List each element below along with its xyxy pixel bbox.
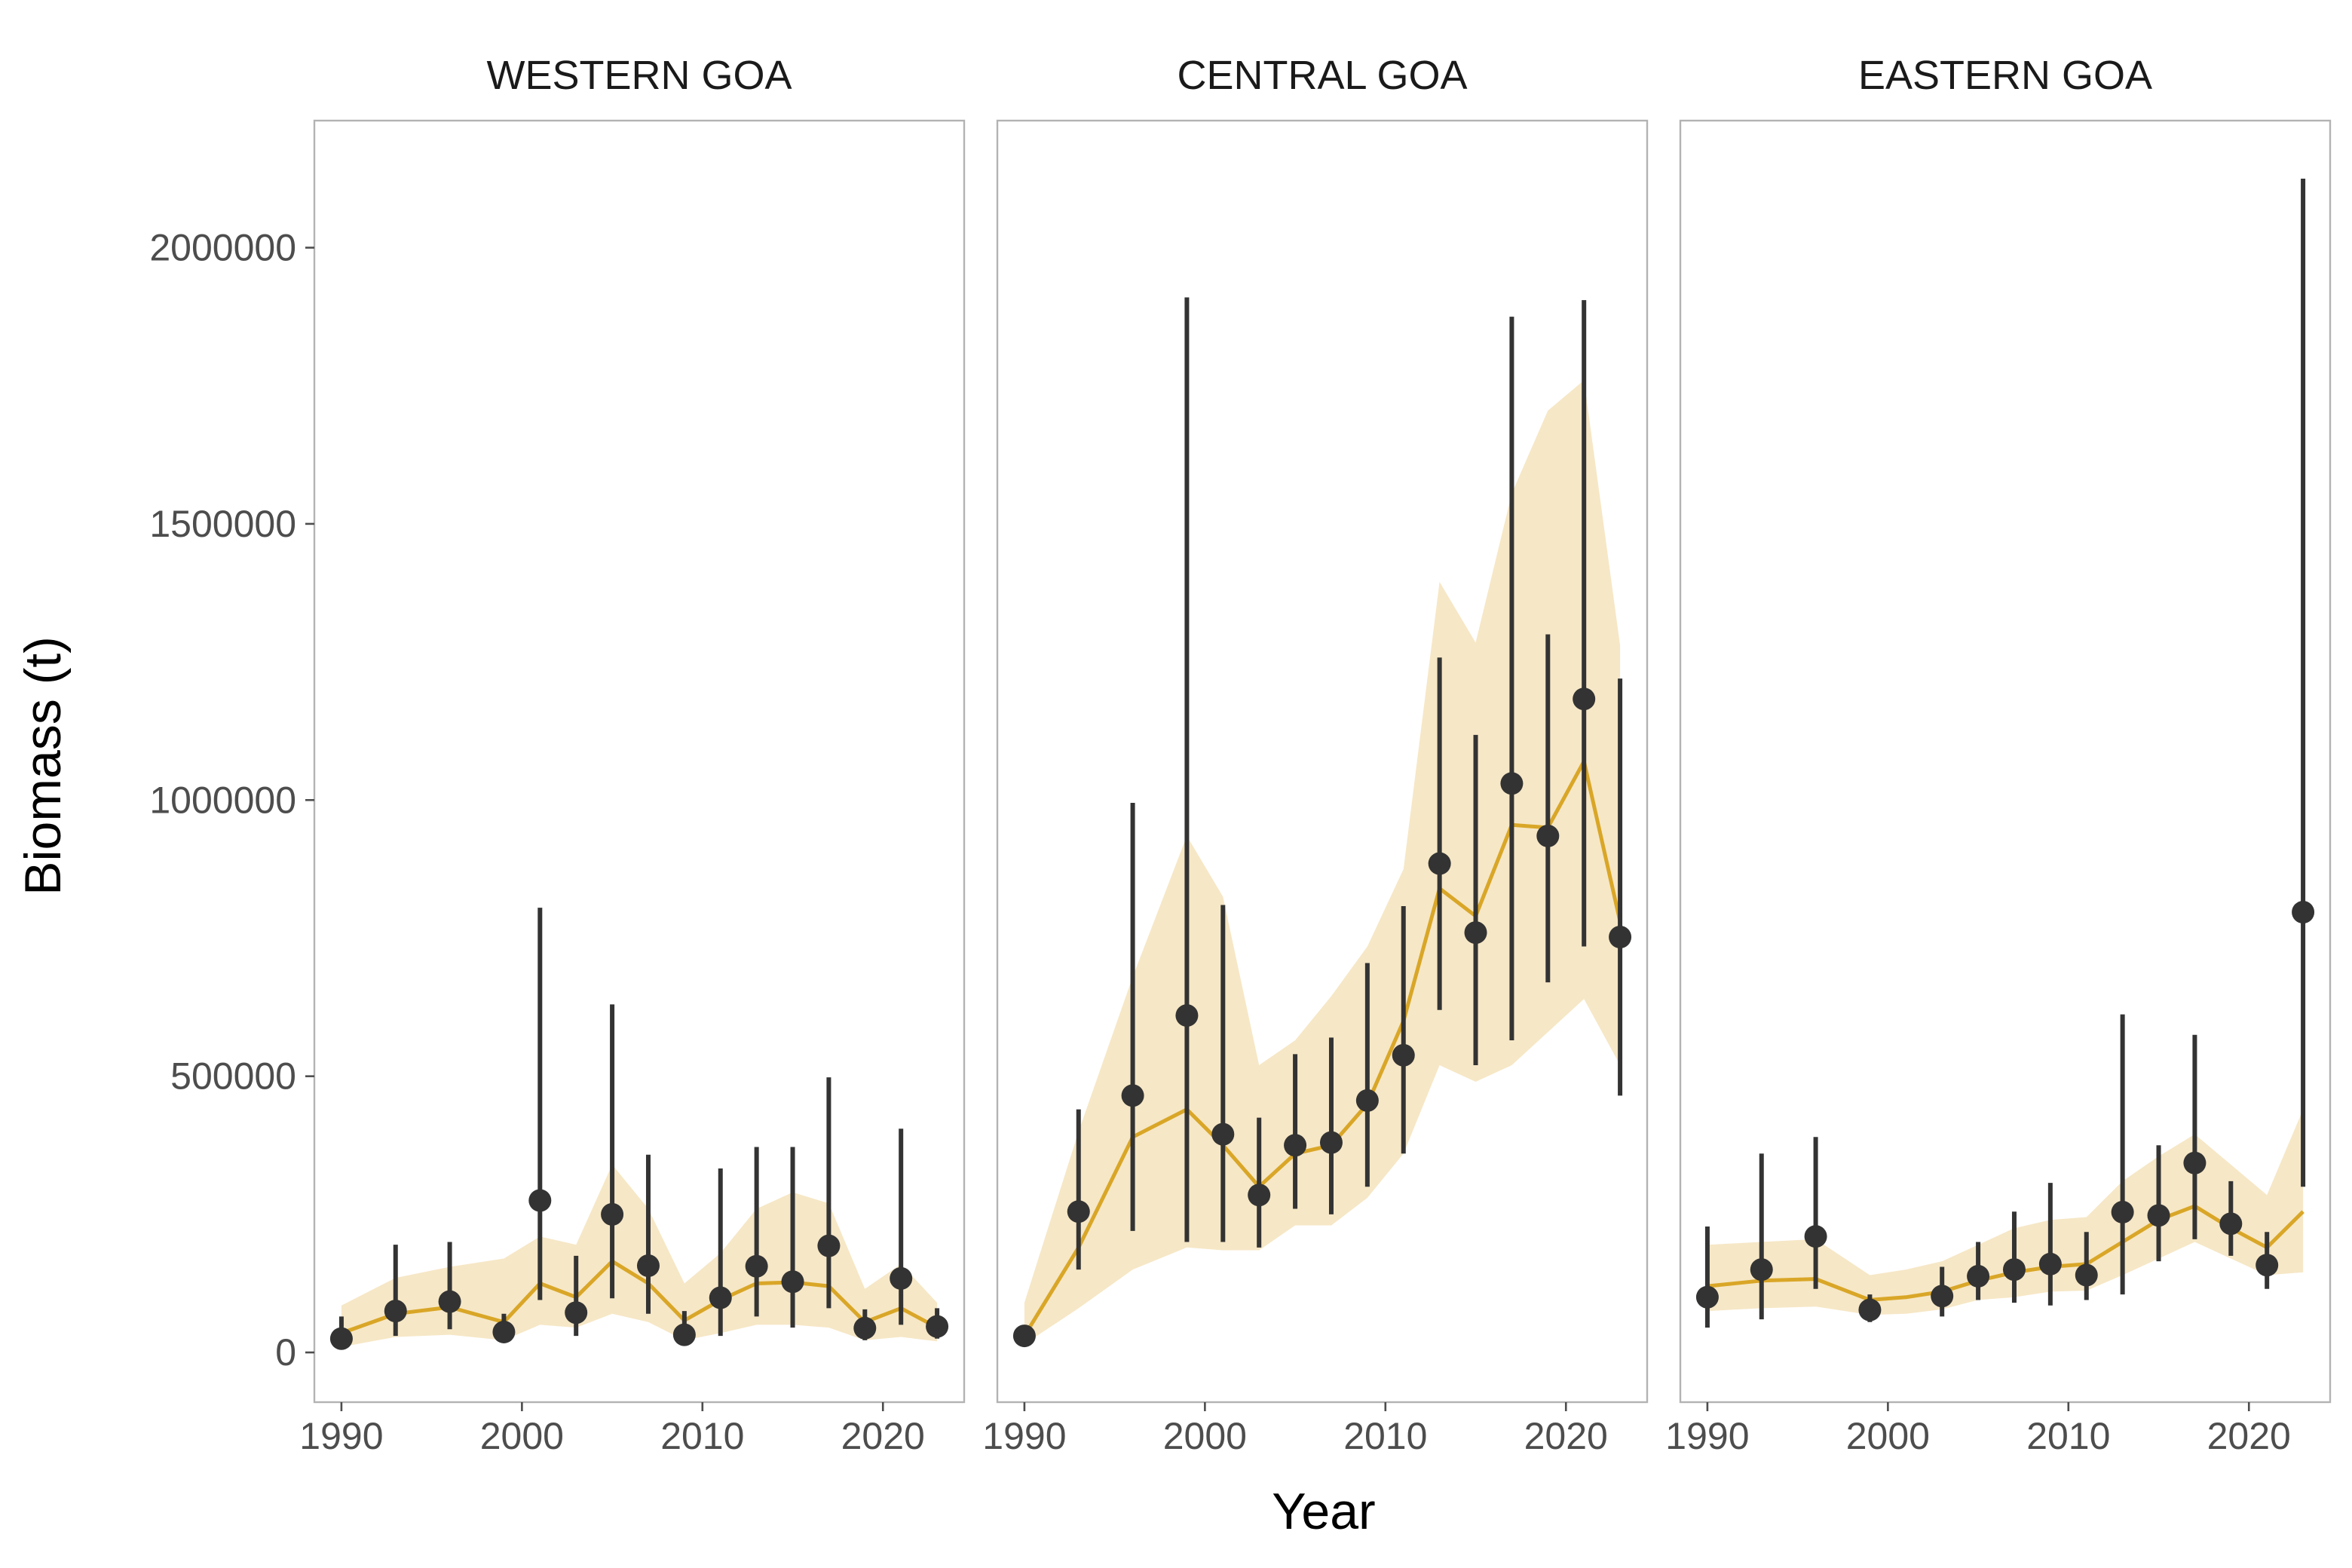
panel-1-data-point <box>636 1254 660 1278</box>
panels-layer: WESTERN GOA 1990 2000 2010 2020 CENTRAL GOA 19… <box>299 53 2332 1457</box>
y-axis-title: Biomass (t) <box>14 636 72 896</box>
panel-3-data-point <box>1695 1285 1719 1309</box>
panel-1-data-point <box>890 1266 913 1290</box>
panel-1-data-point <box>817 1234 841 1257</box>
panel-3-data-point <box>2075 1263 2098 1287</box>
panel-1-data-point <box>438 1290 461 1313</box>
panel-1-data-point <box>528 1189 552 1212</box>
panel-1-x-tick-label: 2020 <box>841 1415 925 1457</box>
panel-1-data-point <box>853 1316 877 1340</box>
panel-3-data-point <box>2292 901 2315 924</box>
panel-3-data-point <box>1858 1298 1882 1321</box>
panel-2-model-line <box>1022 759 1622 1337</box>
y-tick-label: 2000000 <box>149 227 296 269</box>
panel-3-data-point <box>1750 1258 1773 1282</box>
panel-3-x-tick-label: 2000 <box>1846 1415 1930 1457</box>
panel-3-data-point <box>2256 1254 2279 1277</box>
panel-3: EASTERN GOA 1990 2000 2010 2020 <box>1665 53 2332 1457</box>
panel-2-data-point <box>1392 1043 1415 1067</box>
panel-2-data-point <box>1248 1184 1271 1207</box>
panel-3-model-ribbon <box>1707 1109 2304 1315</box>
x-axis-title: Year <box>1272 1483 1375 1540</box>
panel-3-x-tick-label: 2020 <box>2207 1415 2291 1457</box>
panel-1-data-point <box>709 1286 732 1309</box>
panel-2-data-point <box>1536 824 1560 847</box>
panel-1-data-point <box>672 1323 696 1346</box>
panel-1-data-point <box>384 1300 407 1323</box>
panel-3-data-point <box>1804 1225 1827 1248</box>
panel-1-x-tick-label: 1990 <box>299 1415 383 1457</box>
panel-2-x-tick-label: 2020 <box>1524 1415 1608 1457</box>
panel-1-data-point <box>565 1301 588 1325</box>
y-tick-label: 0 <box>275 1331 296 1374</box>
panel-2-title: CENTRAL GOA <box>1177 53 1467 98</box>
panel-1-data-point <box>601 1202 624 1226</box>
panel-3-data-point <box>2002 1258 2026 1282</box>
panel-3-model-line <box>1707 1204 2305 1302</box>
y-tick-label: 500000 <box>170 1055 296 1098</box>
panel-3-data-point <box>1931 1285 1954 1308</box>
panel-1-model-ribbon <box>341 1164 938 1347</box>
panel-2-data-point <box>1500 772 1524 795</box>
panel-3-title: EASTERN GOA <box>1858 53 2152 98</box>
panel-2-data-point <box>1211 1122 1235 1146</box>
panel-3-data-point <box>2038 1252 2062 1276</box>
panel-2-data-point <box>1573 688 1596 711</box>
panel-1-x-tick-label: 2010 <box>660 1415 744 1457</box>
panel-1-x-tick-label: 2000 <box>480 1415 564 1457</box>
panel-1-data-point <box>492 1320 516 1343</box>
panel-2-x-tick-label: 1990 <box>982 1415 1066 1457</box>
panel-2-data-point <box>1464 921 1487 945</box>
y-tick-label: 1000000 <box>149 779 296 821</box>
panel-3-data-point <box>2219 1212 2243 1236</box>
y-tick-label: 1500000 <box>149 503 296 545</box>
panel-1-model-line <box>341 1259 939 1335</box>
panel-1-data-point <box>745 1254 768 1278</box>
panel-1-title: WESTERN GOA <box>486 53 792 98</box>
panel-1-data-point <box>329 1327 353 1350</box>
panel-1-data-point <box>926 1315 949 1338</box>
panel-1: WESTERN GOA 1990 2000 2010 2020 <box>299 53 966 1457</box>
panel-2-data-point <box>1121 1084 1144 1107</box>
panel-2-data-point <box>1355 1089 1379 1112</box>
panel-2: CENTRAL GOA 1990 2000 2010 2020 <box>982 53 1649 1457</box>
panel-3-data-point <box>2183 1151 2207 1174</box>
panel-2-data-point <box>1428 852 1451 875</box>
panel-2-data-point <box>1012 1325 1036 1348</box>
panel-1-frame <box>313 119 966 1404</box>
panel-2-data-point <box>1175 1004 1199 1027</box>
panel-2-data-point <box>1319 1131 1343 1154</box>
panel-3-x-tick-label: 1990 <box>1665 1415 1749 1457</box>
panel-3-data-point <box>2147 1204 2170 1227</box>
y-axis: 0 500000 1000000 1500000 2000000 <box>149 227 314 1374</box>
panel-2-data-point <box>1609 926 1632 949</box>
panel-3-data-point <box>2111 1200 2134 1223</box>
panel-2-data-point <box>1067 1200 1090 1223</box>
panel-3-data-point <box>1967 1264 1990 1288</box>
panel-2-data-point <box>1284 1134 1307 1157</box>
panel-3-x-tick-label: 2010 <box>2026 1415 2110 1457</box>
panel-2-x-tick-label: 2010 <box>1343 1415 1427 1457</box>
panel-2-model-ribbon <box>1024 380 1621 1345</box>
panel-1-data-point <box>781 1270 804 1294</box>
panel-2-x-tick-label: 2000 <box>1163 1415 1247 1457</box>
